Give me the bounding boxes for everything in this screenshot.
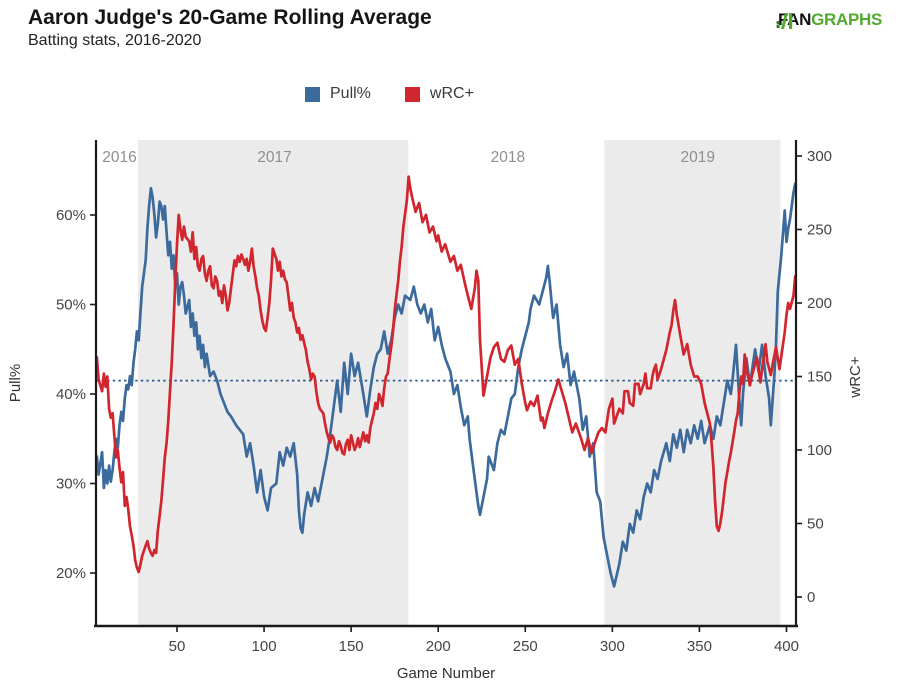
fangraphs-logo: FANGRAPHS (775, 10, 882, 30)
x-tick-label: 300 (600, 638, 625, 655)
chart-legend: Pull% wRC+ (305, 85, 474, 103)
legend-item-pull: Pull% (305, 85, 371, 103)
y-left-tick-label: 50% (56, 297, 86, 314)
y-right-tick-label: 300 (807, 148, 832, 165)
year-band-2019 (604, 140, 781, 626)
y-left-tick-label: 30% (56, 476, 86, 493)
logo-text-graphs: GRAPHS (811, 10, 882, 29)
page-title: Aaron Judge's 20-Game Rolling Average (28, 6, 432, 29)
y-left-axis-title: Pull% (7, 364, 24, 402)
wrc-legend-swatch (404, 86, 420, 102)
x-tick-label: 350 (687, 638, 712, 655)
pull-legend-swatch (305, 86, 320, 102)
x-tick-label: 400 (774, 638, 799, 655)
y-right-tick-label: 150 (807, 369, 832, 386)
year-label-2019: 2019 (680, 149, 714, 166)
pull-percent-line (95, 182, 797, 588)
y-left-tick-label: 60% (56, 207, 86, 224)
legend-item-wrc: wRC+ (404, 85, 474, 103)
y-right-tick-label: 100 (807, 442, 832, 459)
x-tick-label: 100 (252, 638, 277, 655)
x-tick-label: 150 (339, 638, 364, 655)
year-label-2017: 2017 (257, 149, 291, 166)
y-right-tick-label: 250 (807, 222, 832, 239)
wrc-legend-label: wRC+ (429, 85, 474, 102)
y-left-tick-label: 20% (56, 565, 86, 582)
y-right-axis-title: wRC+ (847, 356, 864, 398)
year-label-2016: 2016 (102, 149, 136, 166)
y-left-tick-label: 40% (56, 386, 86, 403)
page-subtitle: Batting stats, 2016-2020 (28, 32, 202, 49)
y-right-tick-label: 200 (807, 295, 832, 312)
pull-legend-label: Pull% (330, 85, 371, 102)
y-right-tick-label: 0 (807, 589, 815, 606)
x-tick-label: 200 (426, 638, 451, 655)
x-axis-title: Game Number (397, 665, 495, 682)
x-tick-label: 50 (169, 638, 186, 655)
year-band-2017 (138, 140, 409, 626)
year-label-2018: 2018 (491, 149, 525, 166)
y-right-tick-label: 50 (807, 516, 824, 533)
wrc-plus-line (95, 175, 797, 574)
x-tick-label: 250 (513, 638, 538, 655)
